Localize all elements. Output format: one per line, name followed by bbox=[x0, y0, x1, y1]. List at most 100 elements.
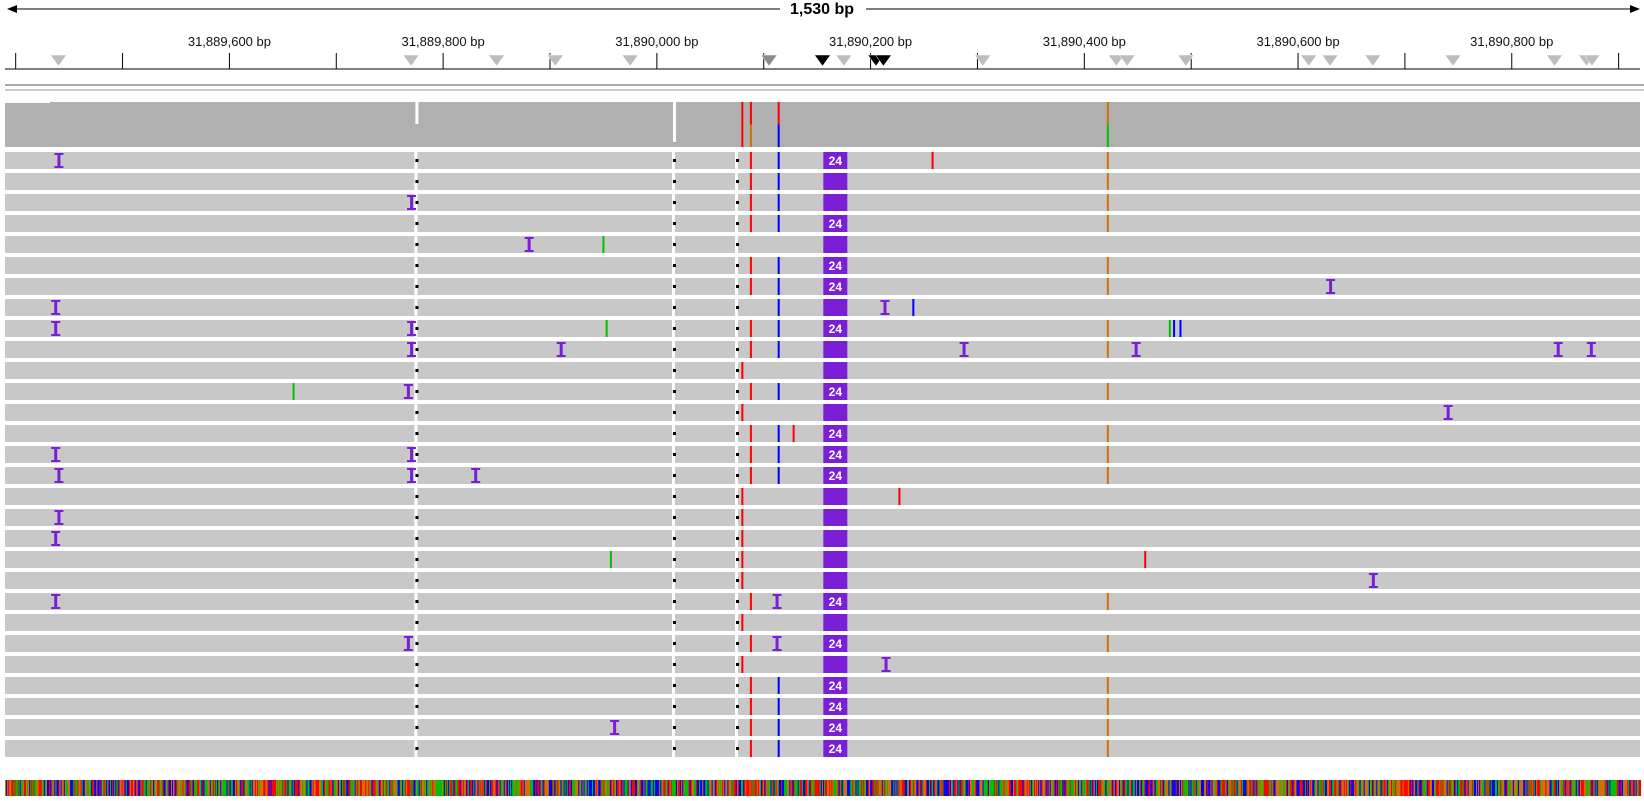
large-insertion[interactable] bbox=[823, 425, 848, 442]
feature-marker-icon[interactable] bbox=[621, 54, 639, 67]
large-insertion[interactable] bbox=[823, 530, 848, 547]
large-insertion[interactable] bbox=[823, 467, 848, 484]
large-insertion[interactable] bbox=[823, 446, 848, 463]
feature-marker-icon[interactable] bbox=[835, 54, 853, 67]
feature-marker-icon[interactable] bbox=[814, 54, 831, 67]
large-insertion[interactable] bbox=[823, 593, 848, 610]
large-insertion[interactable] bbox=[823, 215, 848, 232]
alignment-viewer[interactable]: 24 24 24 24 24 24 24 24 24 24 24 24 24 24 24 bbox=[0, 92, 1644, 772]
large-insertion[interactable] bbox=[823, 320, 848, 337]
insertion-icon[interactable] bbox=[57, 153, 61, 168]
feature-marker-icon[interactable] bbox=[1444, 54, 1462, 67]
read-row[interactable] bbox=[5, 173, 1640, 190]
large-insertion[interactable] bbox=[823, 635, 848, 652]
large-insertion[interactable] bbox=[823, 656, 848, 673]
insertion-icon[interactable] bbox=[57, 510, 61, 525]
large-insertion[interactable] bbox=[823, 362, 848, 379]
read-row[interactable] bbox=[5, 656, 1640, 673]
insertion-icon[interactable] bbox=[54, 300, 58, 315]
feature-marker-icon[interactable] bbox=[1583, 54, 1601, 67]
large-insertion[interactable] bbox=[823, 572, 848, 589]
insertion-icon[interactable] bbox=[406, 384, 410, 399]
feature-marker-icon[interactable] bbox=[1364, 54, 1382, 67]
read-row[interactable] bbox=[5, 446, 1640, 463]
feature-marker-icon[interactable] bbox=[546, 54, 564, 67]
insertion-icon[interactable] bbox=[410, 468, 414, 483]
read-row[interactable] bbox=[5, 698, 1640, 715]
feature-marker-icon[interactable] bbox=[1177, 54, 1195, 67]
insertion-icon[interactable] bbox=[54, 447, 58, 462]
feature-marker-icon[interactable] bbox=[402, 54, 420, 67]
large-insertion[interactable] bbox=[823, 404, 848, 421]
read-row[interactable] bbox=[5, 425, 1640, 442]
insertion-icon[interactable] bbox=[1134, 342, 1138, 357]
large-insertion[interactable] bbox=[823, 698, 848, 715]
insertion-icon[interactable] bbox=[1371, 573, 1375, 588]
read-row[interactable] bbox=[5, 530, 1640, 547]
insertion-icon[interactable] bbox=[410, 195, 414, 210]
insertion-icon[interactable] bbox=[54, 321, 58, 336]
insertion-icon[interactable] bbox=[1329, 279, 1333, 294]
read-row[interactable] bbox=[5, 467, 1640, 484]
insertion-icon[interactable] bbox=[1589, 342, 1593, 357]
read-row[interactable] bbox=[5, 551, 1640, 568]
large-insertion[interactable] bbox=[823, 236, 848, 253]
insertion-icon[interactable] bbox=[527, 237, 531, 252]
feature-marker-icon[interactable] bbox=[1300, 54, 1318, 67]
read-row[interactable] bbox=[5, 299, 1640, 316]
feature-marker-icon[interactable] bbox=[1118, 54, 1136, 67]
feature-marker-icon[interactable] bbox=[488, 54, 506, 67]
insertion-icon[interactable] bbox=[54, 531, 58, 546]
insertion-icon[interactable] bbox=[54, 594, 58, 609]
read-row[interactable] bbox=[5, 677, 1640, 694]
read-row[interactable] bbox=[5, 215, 1640, 232]
read-row[interactable] bbox=[5, 341, 1640, 358]
reference-sequence-track[interactable] bbox=[0, 780, 1644, 796]
read-row[interactable] bbox=[5, 740, 1640, 757]
large-insertion[interactable] bbox=[823, 257, 848, 274]
insertion-icon[interactable] bbox=[962, 342, 966, 357]
large-insertion[interactable] bbox=[823, 383, 848, 400]
large-insertion[interactable] bbox=[823, 488, 848, 505]
large-insertion[interactable] bbox=[823, 278, 848, 295]
ruler-track[interactable]: 1,530 bp 31,889,600 bp 31,889,800 bp 31,89… bbox=[0, 0, 1644, 92]
large-insertion[interactable] bbox=[823, 299, 848, 316]
large-insertion[interactable] bbox=[823, 173, 848, 190]
insertion-icon[interactable] bbox=[410, 321, 414, 336]
insertion-icon[interactable] bbox=[559, 342, 563, 357]
insertion-icon[interactable] bbox=[406, 636, 410, 651]
read-row[interactable] bbox=[5, 194, 1640, 211]
insertion-icon[interactable] bbox=[883, 300, 887, 315]
insertion-icon[interactable] bbox=[57, 468, 61, 483]
large-insertion[interactable] bbox=[823, 614, 848, 631]
read-row[interactable] bbox=[5, 593, 1640, 610]
feature-marker-icon[interactable] bbox=[974, 54, 992, 67]
insertion-icon[interactable] bbox=[1556, 342, 1560, 357]
read-row[interactable] bbox=[5, 152, 1640, 169]
feature-marker-icon[interactable] bbox=[1107, 54, 1125, 67]
coverage-track[interactable] bbox=[5, 102, 1640, 147]
insertion-icon[interactable] bbox=[1446, 405, 1450, 420]
insertion-icon[interactable] bbox=[884, 657, 888, 672]
insertion-icon[interactable] bbox=[775, 594, 779, 609]
read-row[interactable] bbox=[5, 719, 1640, 736]
read-row[interactable] bbox=[5, 572, 1640, 589]
read-row[interactable] bbox=[5, 404, 1640, 421]
feature-marker-icon[interactable] bbox=[49, 54, 67, 67]
feature-marker-icon[interactable] bbox=[760, 54, 778, 67]
read-row[interactable] bbox=[5, 614, 1640, 631]
large-insertion[interactable] bbox=[823, 509, 848, 526]
read-row[interactable] bbox=[5, 320, 1640, 337]
feature-marker-icon[interactable] bbox=[1321, 54, 1339, 67]
feature-marker-icon[interactable] bbox=[1546, 54, 1564, 67]
large-insertion[interactable] bbox=[823, 194, 848, 211]
feature-marker-icon[interactable] bbox=[874, 54, 892, 67]
large-insertion[interactable] bbox=[823, 152, 848, 169]
insertion-icon[interactable] bbox=[613, 720, 617, 735]
large-insertion[interactable] bbox=[823, 551, 848, 568]
read-row[interactable] bbox=[5, 278, 1640, 295]
insertion-icon[interactable] bbox=[775, 636, 779, 651]
large-insertion[interactable] bbox=[823, 719, 848, 736]
large-insertion[interactable] bbox=[823, 740, 848, 757]
read-row[interactable] bbox=[5, 488, 1640, 505]
